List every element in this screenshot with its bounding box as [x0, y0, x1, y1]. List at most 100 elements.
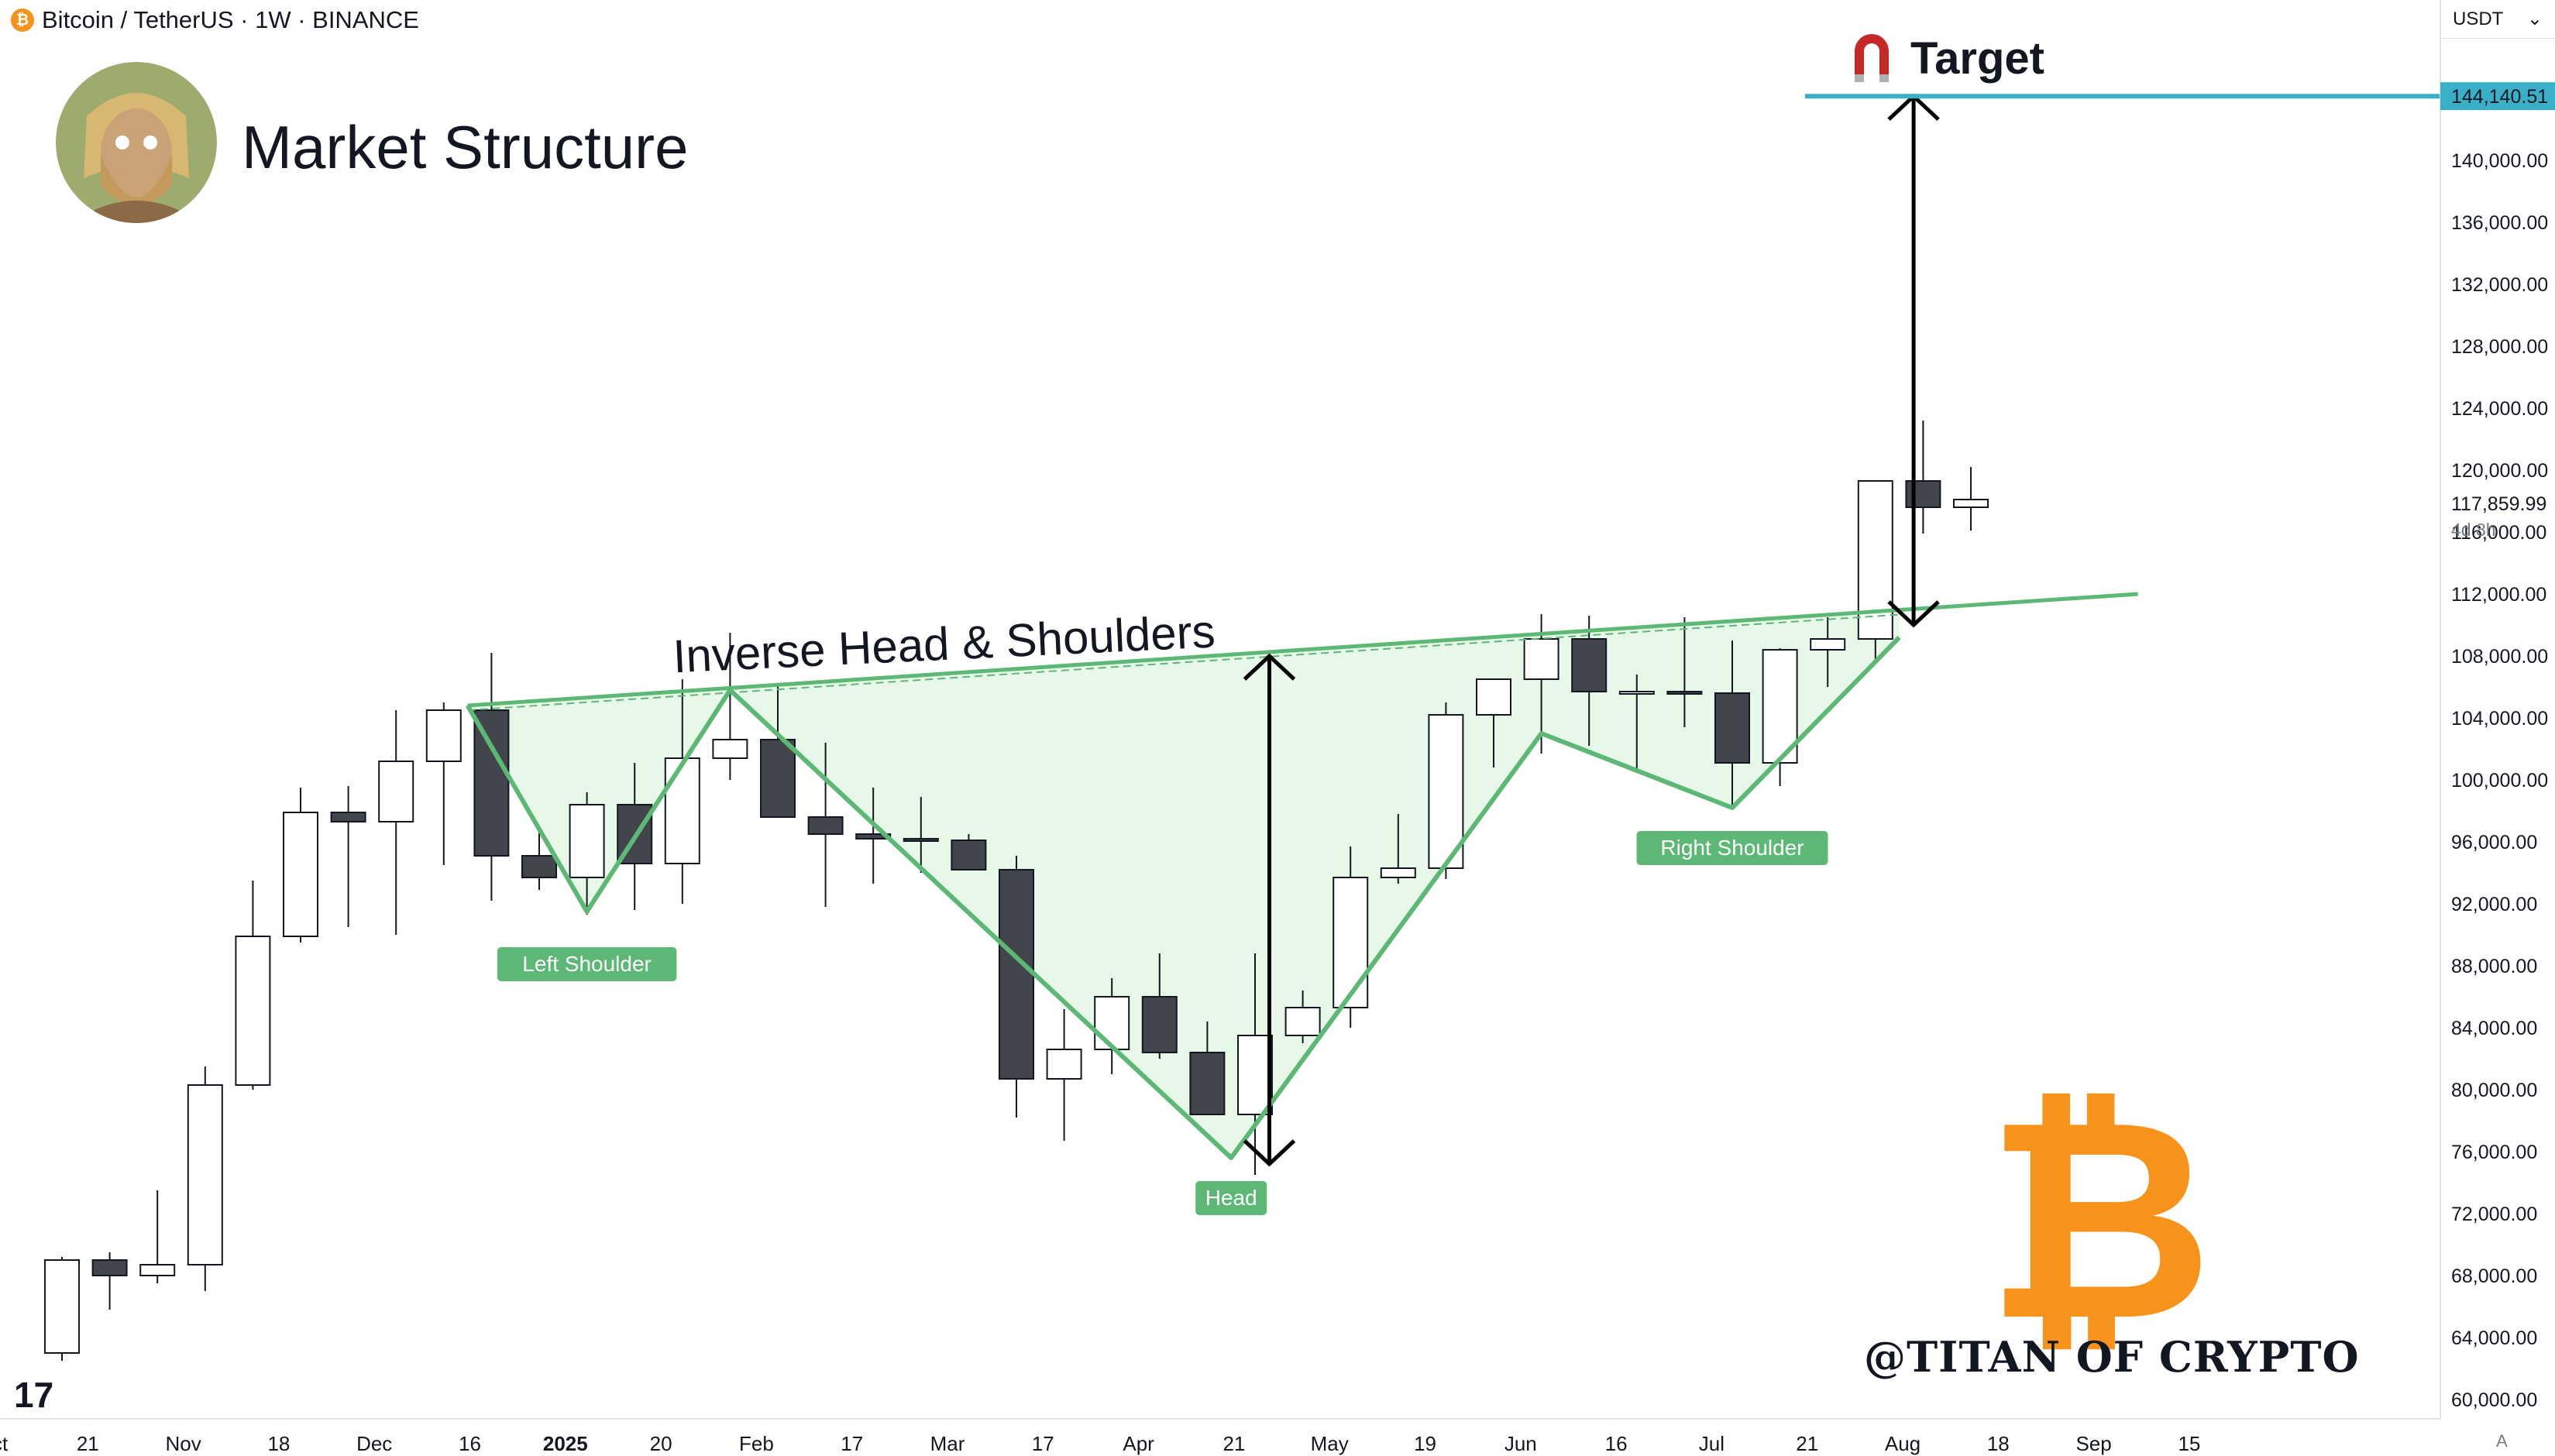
candle[interactable] [1094, 996, 1130, 1050]
time-axis[interactable]: ct 21 Nov 18 Dec 16 2025 20 Feb 17 Mar 17 Apr 21 May 19… [0, 1432, 2200, 1455]
pattern-label-badge [1195, 1181, 1267, 1215]
candle[interactable] [1237, 1035, 1273, 1115]
time-tick-label: Nov [165, 1432, 201, 1455]
price-tick-label: 100,000.00 [2451, 770, 2548, 792]
price-tick-label: 76,000.00 [2451, 1142, 2537, 1163]
currency-selector[interactable]: USDT ⌄ [2440, 0, 2555, 39]
time-tick-label: Feb [739, 1432, 774, 1455]
magnet-tip [1855, 74, 1864, 82]
watermark: @TITAN OF CRYPTO [1864, 1332, 2360, 1382]
candle[interactable] [1714, 692, 1750, 764]
time-tick-label: Apr [1123, 1432, 1154, 1455]
neckline [467, 592, 2138, 708]
price-tick-label: 108,000.00 [2451, 646, 2548, 668]
time-tick-label: 21 [1796, 1432, 1818, 1455]
time-tick-label: 15 [2178, 1432, 2200, 1455]
neckline-dashed [467, 613, 1900, 711]
candle[interactable] [1618, 691, 1655, 695]
tradingview-logo[interactable]: 17 [14, 1375, 54, 1415]
candle[interactable] [1141, 996, 1178, 1053]
candle[interactable] [664, 757, 700, 864]
candle[interactable] [521, 855, 557, 878]
price-axis[interactable]: 60,000.00 64,000.00 68,000.00 72,000.00 76,0… [2451, 150, 2548, 1411]
symbol-header[interactable]: ₿ Bitcoin / TetherUS · 1W · BINANCE [11, 5, 419, 36]
price-tick-label: 64,000.00 [2451, 1327, 2537, 1349]
candle[interactable] [139, 1264, 176, 1276]
time-tick-label: 20 [650, 1432, 672, 1455]
target-price-badge [2440, 82, 2555, 111]
pattern-label: Head [1205, 1186, 1257, 1210]
price-tick-label: 80,000.00 [2451, 1080, 2537, 1101]
time-tick-label: 16 [459, 1432, 481, 1455]
candle[interactable] [999, 869, 1034, 1080]
time-tick-label: 18 [267, 1432, 290, 1455]
candle[interactable] [1857, 480, 1893, 640]
page-title: Market Structure [242, 113, 689, 181]
time-tick-label: 16 [1605, 1432, 1628, 1455]
time-tick-label: Aug [1885, 1432, 1921, 1455]
candle[interactable] [1380, 867, 1416, 878]
price-tick-label: 124,000.00 [2451, 398, 2548, 420]
candle[interactable] [1762, 649, 1798, 764]
target-label: Target [1910, 33, 2044, 84]
price-tick-label: 116,000.00 [2451, 522, 2546, 544]
candle[interactable] [760, 739, 796, 818]
candle[interactable] [712, 739, 748, 759]
candle[interactable] [1428, 714, 1464, 869]
price-tick-label: 92,000.00 [2451, 894, 2537, 915]
price-tick-label: 60,000.00 [2451, 1389, 2537, 1411]
price-tick-label: 136,000.00 [2451, 212, 2548, 234]
candle[interactable] [569, 804, 605, 878]
candle[interactable] [1523, 638, 1559, 680]
candle[interactable] [473, 709, 510, 857]
time-tick-label: 18 [1987, 1432, 2010, 1455]
candle[interactable] [91, 1259, 128, 1276]
time-tick-label: 21 [77, 1432, 99, 1455]
target-price-label: 144,140.51 [2451, 86, 2548, 108]
candle[interactable] [378, 761, 414, 822]
bitcoin-icon: ₿ [11, 9, 34, 32]
bitcoin-logo: ₿ [1986, 1065, 2213, 1376]
price-tick-label: 120,000.00 [2451, 460, 2548, 482]
candle[interactable] [425, 709, 462, 762]
candle[interactable] [1953, 499, 1989, 508]
magnet-body [1855, 34, 1889, 74]
pattern-label-badge [497, 947, 677, 981]
time-tick-label: 19 [1414, 1432, 1436, 1455]
candle[interactable] [1476, 678, 1511, 716]
candle[interactable] [1284, 1007, 1321, 1036]
chevron-down-icon: ⌄ [2526, 9, 2543, 29]
candle[interactable] [855, 833, 892, 840]
candle[interactable] [1333, 877, 1369, 1008]
candle[interactable] [1189, 1052, 1226, 1115]
time-tick-label: Dec [356, 1432, 392, 1455]
candle[interactable] [1046, 1049, 1082, 1080]
candle[interactable] [44, 1259, 80, 1354]
auto-scale-button[interactable]: A [2496, 1431, 2508, 1451]
pattern-label: Right Shoulder [1660, 836, 1804, 860]
candle[interactable] [1905, 480, 1941, 508]
price-tick-label: 104,000.00 [2451, 708, 2548, 730]
candle[interactable] [1571, 638, 1608, 692]
candle[interactable] [187, 1084, 223, 1265]
currency-label: USDT [2453, 8, 2504, 29]
candle[interactable] [330, 812, 366, 822]
time-tick-label: May [1311, 1432, 1349, 1455]
candle[interactable] [903, 838, 939, 842]
pattern-line [466, 635, 1901, 1160]
candle[interactable] [807, 816, 844, 835]
current-price-label: 117,859.99 [2451, 493, 2546, 515]
candle[interactable] [951, 840, 987, 871]
time-tick-label: 17 [841, 1432, 863, 1455]
symbol-label: Bitcoin / TetherUS · 1W · BINANCE [42, 6, 419, 33]
candle[interactable] [1810, 638, 1846, 651]
avatar [56, 62, 217, 223]
time-tick-label: Sep [2075, 1432, 2111, 1455]
candle[interactable] [235, 936, 271, 1086]
price-tick-label: 72,000.00 [2451, 1204, 2537, 1225]
price-tick-label: 84,000.00 [2451, 1018, 2537, 1039]
arrow-head-down [1243, 1139, 1296, 1167]
candle[interactable] [1666, 691, 1703, 695]
candle[interactable] [283, 812, 318, 937]
